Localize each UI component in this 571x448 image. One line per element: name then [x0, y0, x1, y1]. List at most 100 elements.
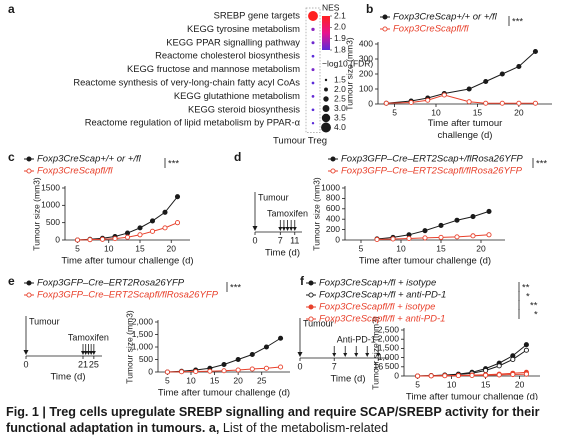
colorbar-tick-label: 1.9	[334, 33, 346, 43]
size-legend-dot	[322, 105, 330, 112]
y-tick-label: 0	[55, 234, 60, 244]
treatment-arrowhead	[91, 351, 96, 355]
panel-letter: a	[8, 2, 15, 16]
data-point	[470, 214, 476, 220]
y-tick-label: 100	[359, 83, 373, 93]
caption-text: List of the metabolism-related	[222, 421, 389, 435]
legend-marker	[308, 304, 314, 310]
colorbar-tick-label: 2.1	[334, 10, 346, 20]
treatment-arrowhead	[281, 227, 286, 231]
data-point	[137, 232, 143, 238]
legend-marker	[26, 280, 32, 286]
data-point	[249, 366, 255, 372]
data-point	[87, 237, 93, 243]
x-tick-label: 15	[210, 375, 220, 385]
y-tick-label: 1,000	[132, 341, 154, 351]
y-tick-label: 2,500	[378, 324, 400, 334]
caption-bold: Fig. 1 | Treg cells upregulate SREBP sig…	[6, 405, 540, 435]
data-point	[74, 237, 81, 243]
y-axis-label: Tumour size (mm3)	[344, 37, 354, 111]
legend-label: Foxp3CreScap+/+ or +/fl	[393, 12, 498, 23]
timeline-tick-label: 25	[89, 359, 99, 369]
x-tick-label: 10	[447, 379, 457, 389]
treatment-arrowhead	[354, 353, 359, 357]
data-point	[483, 372, 489, 378]
legend-marker	[26, 156, 32, 162]
pathway-label: KEGG PPAR signalling pathway	[166, 36, 300, 47]
tumour-label: Tumour	[29, 316, 60, 326]
x-tick-label: 15	[473, 107, 483, 117]
y-tick-label: 800	[326, 193, 340, 203]
data-point	[466, 99, 472, 105]
legend-label: Foxp3CreScapfl/fl	[393, 24, 469, 35]
x-tick-label: 25	[257, 375, 267, 385]
legend-marker	[26, 292, 32, 298]
x-tick-label: 20	[514, 107, 524, 117]
size-legend-label: 1.5	[334, 74, 346, 84]
y-tick-label: 500	[139, 354, 153, 364]
colorbar-tick-label: 2.0	[334, 22, 346, 32]
x-tick-label: 20	[515, 379, 525, 389]
significance-label: *	[526, 292, 530, 303]
timeline-tick-label: 0	[252, 235, 257, 245]
data-point	[516, 63, 522, 70]
data-point	[486, 208, 492, 214]
size-legend-dot	[323, 96, 329, 102]
data-point	[99, 236, 106, 242]
y-tick-label: 400	[359, 38, 373, 48]
data-point	[374, 236, 380, 243]
y-tick-label: 0	[394, 370, 399, 380]
pathway-label: KEGG tyrosine metabolism	[187, 23, 300, 34]
data-point	[523, 371, 529, 377]
figure: a b c d e f SREBP gene targets KEGG tyrosine me…	[8, 2, 552, 400]
data-point	[383, 100, 389, 106]
x-tick-label: 15	[436, 243, 446, 253]
y-axis-label: Tumour size (mm3)	[124, 310, 134, 384]
data-point	[162, 225, 168, 231]
data-point	[422, 235, 428, 241]
data-point	[249, 351, 255, 358]
data-point	[442, 373, 448, 379]
size-legend-dot	[324, 78, 328, 82]
tumour-label: Tumour	[303, 318, 334, 328]
y-tick-label: 500	[385, 361, 399, 371]
x-axis-label: Time after tumour challenge (d)	[359, 256, 491, 267]
treatment-arrowhead	[332, 353, 337, 357]
legend-label: Foxp3GFP–Cre–ERT2Scapfl/flRosa26YFP	[37, 290, 219, 301]
y-tick-label: 1000	[41, 200, 60, 210]
legend-marker	[26, 168, 32, 174]
pathway-label: Reactome regulation of lipid metabolism …	[85, 117, 301, 128]
x-tick-label: 10	[186, 375, 196, 385]
data-point	[499, 71, 505, 77]
size-legend-dot	[324, 87, 328, 92]
x-tick-label: 10	[396, 243, 406, 253]
data-point	[263, 344, 269, 350]
data-point	[137, 225, 143, 231]
pathway-dot	[311, 54, 315, 58]
x-tick-label: 20	[167, 243, 177, 253]
timeline-tick-label: 11	[290, 235, 299, 245]
legend-label: Foxp3CreScapfl/fl + anti-PD-1	[319, 314, 445, 325]
treatment-label: Tamoxifen	[68, 332, 109, 342]
x-tick-label: 10	[104, 243, 114, 253]
tumour-label: Tumour	[258, 192, 289, 202]
data-point	[422, 228, 428, 234]
pathway-dot	[311, 122, 315, 125]
data-point	[221, 368, 227, 374]
y-tick-label: 0	[148, 366, 153, 376]
data-point	[278, 364, 284, 370]
panel-letter: c	[8, 150, 15, 164]
data-point	[483, 78, 489, 85]
panel-letter: d	[234, 150, 241, 164]
pathway-dot	[311, 81, 315, 85]
data-point	[278, 335, 284, 341]
y-tick-label: 600	[326, 203, 340, 213]
data-point	[390, 236, 396, 242]
legend-marker	[330, 168, 336, 174]
y-tick-label: 300	[359, 53, 373, 63]
legend-label: Foxp3CreScapfl/fl	[37, 166, 113, 177]
data-point	[483, 367, 489, 374]
data-point	[455, 373, 461, 379]
pathway-label: KEGG steroid biosynthesis	[188, 103, 300, 114]
data-point	[149, 218, 156, 224]
